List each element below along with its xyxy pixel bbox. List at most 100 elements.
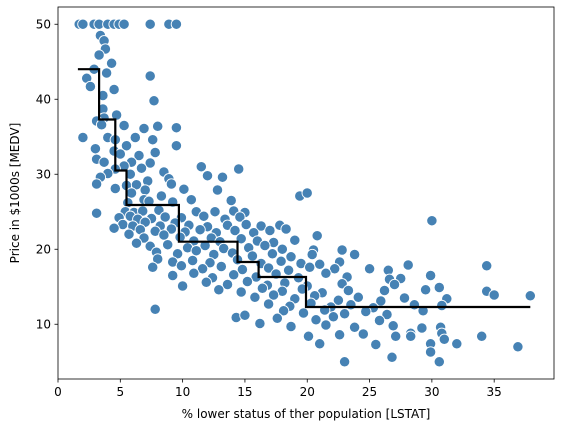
data-point	[419, 284, 432, 296]
data-point	[175, 260, 188, 272]
x-tick-label: 25	[362, 385, 377, 399]
data-point	[97, 89, 109, 102]
data-point	[170, 122, 183, 134]
data-point	[100, 67, 113, 79]
data-point	[267, 289, 280, 301]
y-tick-label: 10	[36, 317, 51, 331]
data-point	[235, 286, 247, 298]
data-point	[190, 245, 202, 257]
data-point	[424, 269, 437, 282]
data-point	[194, 224, 206, 236]
x-tick-label: 20	[300, 385, 315, 399]
data-point	[114, 148, 126, 160]
data-point	[225, 194, 237, 207]
data-point	[255, 220, 267, 232]
data-point	[152, 120, 164, 132]
data-point	[110, 109, 123, 121]
data-point	[89, 143, 102, 155]
data-point	[264, 224, 276, 237]
data-point	[118, 18, 130, 30]
data-point	[348, 321, 361, 333]
data-point	[332, 294, 345, 306]
data-point	[105, 57, 118, 69]
x-tick-label: 30	[424, 385, 439, 399]
data-point	[108, 83, 120, 96]
data-point	[338, 308, 351, 320]
data-point	[302, 330, 315, 342]
data-point	[512, 341, 524, 353]
data-point	[338, 356, 351, 368]
x-tick-label: 15	[237, 385, 252, 399]
data-point	[218, 242, 230, 255]
x-ticks: 0 5 10 15 20 25 30 35	[54, 379, 502, 399]
data-point	[387, 320, 399, 332]
data-point	[277, 305, 290, 317]
data-point	[118, 119, 130, 132]
data-point	[271, 312, 283, 324]
data-point	[476, 330, 488, 342]
data-point	[152, 253, 164, 265]
data-point	[390, 330, 402, 342]
data-point	[90, 207, 103, 219]
data-point	[167, 269, 179, 282]
data-point	[209, 206, 221, 218]
data-point	[200, 276, 212, 288]
data-point	[149, 146, 161, 159]
data-point	[77, 18, 89, 30]
data-point	[95, 119, 108, 131]
data-point	[147, 261, 159, 273]
data-point	[275, 255, 287, 267]
data-point	[451, 338, 463, 350]
data-point	[352, 291, 364, 303]
data-point	[98, 156, 110, 168]
data-point	[123, 228, 135, 240]
data-point	[93, 49, 105, 61]
data-point	[240, 218, 252, 231]
y-tick-label: 50	[36, 17, 51, 31]
data-point	[239, 309, 251, 321]
data-point	[165, 223, 178, 235]
data-point	[135, 162, 148, 174]
data-points	[73, 18, 536, 368]
data-point	[171, 248, 184, 260]
data-point	[433, 281, 445, 294]
data-point	[276, 243, 288, 255]
data-point	[130, 237, 143, 249]
data-point	[357, 328, 369, 340]
data-point	[201, 170, 214, 182]
x-tick-label: 10	[175, 385, 190, 399]
data-point	[416, 322, 428, 334]
data-point	[285, 251, 297, 263]
data-point	[327, 311, 340, 323]
data-point	[215, 260, 227, 273]
data-point	[77, 131, 89, 144]
data-point	[120, 140, 133, 152]
data-point	[170, 140, 183, 152]
data-point	[311, 230, 323, 242]
data-point	[524, 290, 536, 302]
data-point	[345, 299, 357, 311]
data-point	[144, 18, 156, 30]
x-tick-label: 5	[116, 385, 124, 399]
data-point	[109, 182, 121, 195]
data-point	[147, 134, 159, 146]
data-point	[155, 190, 168, 202]
data-point	[282, 264, 295, 276]
data-point	[398, 292, 411, 304]
data-point	[262, 262, 275, 274]
x-axis-label: % lower status of ther population [LSTAT…	[182, 407, 431, 421]
data-point	[280, 223, 292, 235]
step-line-path	[77, 68, 531, 309]
data-point	[348, 248, 361, 261]
data-point	[211, 184, 224, 196]
data-point	[178, 183, 190, 195]
data-point	[144, 70, 156, 82]
y-ticks: 10 20 30 40 50	[36, 17, 58, 331]
data-point	[139, 184, 151, 196]
data-point	[336, 244, 348, 256]
y-axis-label: Price in $1000s [MEDV]	[8, 123, 22, 264]
x-tick-label: 35	[487, 385, 502, 399]
data-point	[306, 248, 318, 261]
data-point	[310, 314, 322, 326]
